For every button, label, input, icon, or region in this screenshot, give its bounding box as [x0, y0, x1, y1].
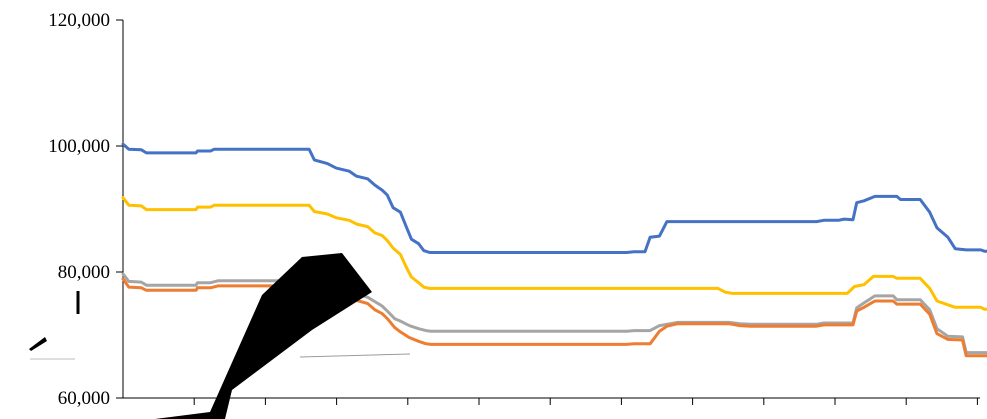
series-line-1	[121, 142, 987, 254]
overlay-mark	[299, 353, 411, 358]
y-tick-label: 80,000	[58, 262, 110, 283]
y-tick-label: 60,000	[58, 388, 110, 409]
occlusion-overlay	[29, 253, 411, 419]
y-axis: 60,000 80,000 100,000 120,000	[48, 10, 124, 409]
y-tick-label: 100,000	[48, 136, 110, 157]
series-line-2	[121, 196, 987, 311]
y-tick-label: 120,000	[48, 10, 110, 31]
x-axis	[123, 397, 980, 405]
overlay-shape	[155, 253, 372, 419]
overlay-mark	[29, 337, 47, 351]
